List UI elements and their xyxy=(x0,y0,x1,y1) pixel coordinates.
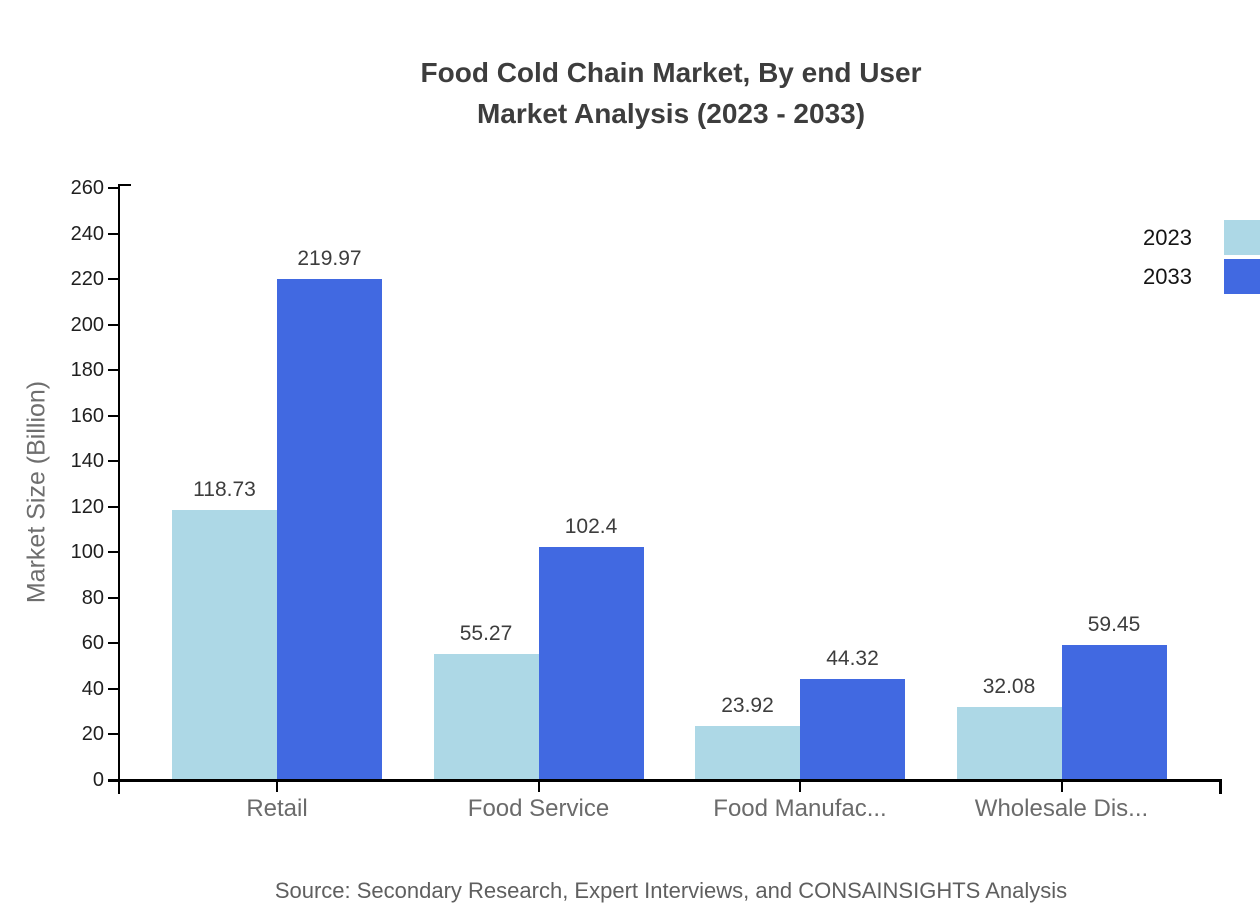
y-tick-260 xyxy=(108,187,119,189)
x-tick-food-manufac xyxy=(799,780,801,792)
y-tick-20 xyxy=(108,733,119,736)
x-tick-food-service xyxy=(537,780,540,792)
bar-2023-retail xyxy=(172,509,277,780)
y-tick-220 xyxy=(108,278,119,281)
y-tick-140 xyxy=(108,460,119,463)
value-label-2033-food-service: 102.4 xyxy=(564,514,618,538)
value-label-2033-retail: 219.97 xyxy=(297,247,362,271)
bar-2023-wholesale-dis xyxy=(956,706,1062,780)
y-tick-200 xyxy=(108,323,119,326)
bar-2033-food-manufac xyxy=(800,679,905,780)
source-note: Source: Secondary Research, Expert Inter… xyxy=(274,878,1068,903)
bar-2023-food-manufac xyxy=(695,725,800,780)
y-tick-60 xyxy=(108,642,119,645)
y-tick-label-20: 20 xyxy=(81,723,104,746)
y-tick-label-240: 240 xyxy=(70,222,104,245)
y-tick-label-180: 180 xyxy=(70,359,104,382)
value-label-2033-food-manufac: 44.32 xyxy=(826,647,879,671)
y-tick-120 xyxy=(108,505,119,508)
legend-label-2023: 2023 xyxy=(1143,225,1192,250)
bar-2033-retail xyxy=(277,279,382,780)
category-label-wholesale-dis: Wholesale Dis... xyxy=(974,795,1149,822)
y-tick-100 xyxy=(108,551,119,554)
y-tick-label-120: 120 xyxy=(70,495,104,518)
chart-title-line-1: Food Cold Chain Market, By end User xyxy=(420,57,922,88)
chart-title: Food Cold Chain Market, By end User Mark… xyxy=(120,52,1222,134)
y-tick-label-260: 260 xyxy=(70,177,104,199)
y-tick-label-200: 200 xyxy=(70,313,104,336)
x-axis-line xyxy=(108,779,1222,782)
legend-label-2033: 2033 xyxy=(1143,264,1192,289)
x-axis-end-cap xyxy=(1219,779,1222,794)
category-label-retail: Retail xyxy=(246,795,308,822)
y-tick-label-220: 220 xyxy=(70,268,104,291)
y-tick-160 xyxy=(108,414,119,417)
bar-2023-food-service xyxy=(433,654,539,780)
x-tick-retail xyxy=(276,780,278,792)
value-label-2023-wholesale-dis: 32.08 xyxy=(982,674,1036,698)
y-tick-label-0: 0 xyxy=(92,769,104,791)
y-axis-end-cap xyxy=(119,184,131,186)
category-label-food-service: Food Service xyxy=(467,795,610,822)
y-tick-label-100: 100 xyxy=(70,541,104,564)
y-tick-label-160: 160 xyxy=(70,404,104,427)
value-label-2023-food-service: 55.27 xyxy=(459,622,513,646)
value-label-2023-retail: 118.73 xyxy=(193,477,256,501)
y-tick-40 xyxy=(108,687,119,690)
value-label-2023-food-manufac: 23.92 xyxy=(721,693,774,717)
y-tick-label-40: 40 xyxy=(81,677,104,700)
bar-2033-wholesale-dis xyxy=(1061,644,1167,780)
y-tick-80 xyxy=(108,596,119,599)
category-label-food-manufac: Food Manufac... xyxy=(713,795,887,822)
bar-2033-food-service xyxy=(538,546,644,780)
y-tick-label-80: 80 xyxy=(81,586,104,609)
y-tick-240 xyxy=(108,232,119,235)
value-label-2033-wholesale-dis: 59.45 xyxy=(1087,612,1141,636)
y-tick-label-60: 60 xyxy=(81,632,104,655)
chart-title-line-2: Market Analysis (2023 - 2033) xyxy=(476,98,866,129)
y-tick-label-140: 140 xyxy=(70,450,104,473)
legend-swatch-2023 xyxy=(1224,220,1260,255)
legend-swatch-2033 xyxy=(1224,259,1260,294)
y-tick-180 xyxy=(108,369,119,372)
x-tick-wholesale-dis xyxy=(1060,780,1063,792)
y-axis-line xyxy=(118,184,120,794)
